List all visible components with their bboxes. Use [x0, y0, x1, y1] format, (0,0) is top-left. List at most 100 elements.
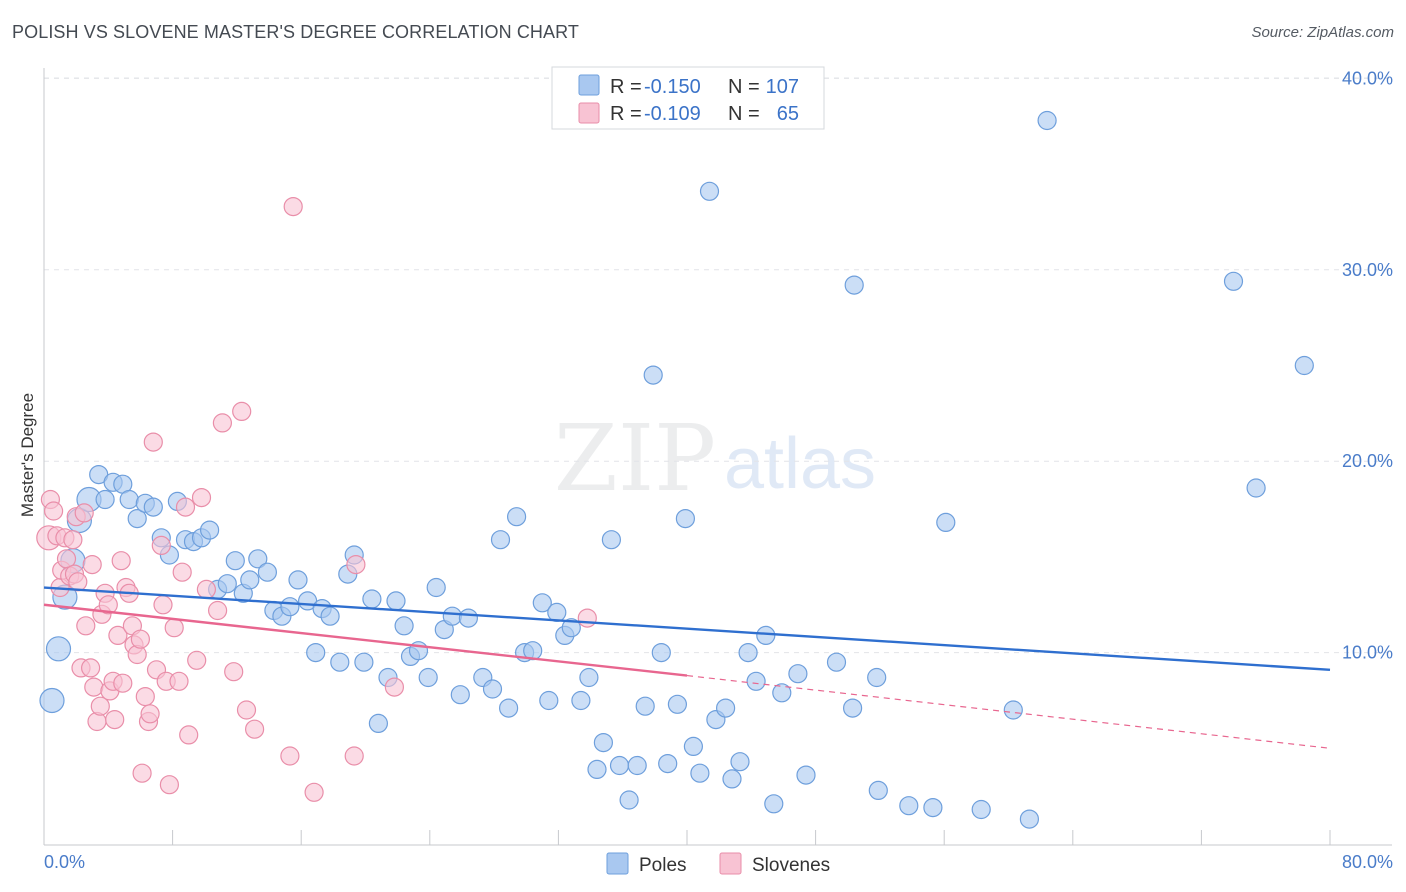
bottom-legend-slovenes: Slovenes — [752, 855, 830, 876]
slovenes-point-51 — [187, 650, 207, 670]
poles-point-106 — [1246, 478, 1266, 498]
poles-point-60 — [532, 593, 552, 613]
chart-source: Source: ZipAtlas.com — [1251, 24, 1394, 41]
slovenes-point-42 — [151, 535, 171, 556]
poles-point-56 — [499, 698, 519, 718]
gridlines — [44, 77, 1392, 654]
bottom-legend-swatch-poles — [606, 852, 629, 875]
poles-point-73 — [635, 696, 655, 716]
poles-point-40 — [362, 589, 382, 609]
slovenes-point-59 — [245, 719, 265, 739]
poles-point-97 — [868, 780, 888, 801]
poles-point-91 — [788, 664, 808, 684]
poles-point-100 — [936, 512, 956, 533]
tick-labels: 10.0% 20.0% 30.0% 40.0% 0.0% 80.0% — [44, 68, 1393, 872]
slovenes-point-50 — [179, 725, 199, 745]
slovenes-point-16 — [80, 658, 101, 678]
poles-point-39 — [354, 652, 374, 672]
poles-point-103 — [1019, 809, 1040, 829]
poles-point-85 — [730, 752, 750, 772]
slovenes-point-40 — [143, 432, 163, 452]
poles-point-104 — [1037, 110, 1057, 131]
slovenes-point-43 — [153, 595, 173, 615]
poles-point-0 — [39, 687, 65, 714]
slovenes-trend-extension — [686, 674, 1331, 749]
slovenes-point-63 — [344, 746, 364, 766]
poles-point-92 — [796, 765, 816, 785]
poles-point-22 — [217, 574, 237, 594]
poles-point-65 — [571, 690, 591, 711]
slovenes-point-35 — [130, 629, 150, 649]
poles-point-57 — [506, 507, 527, 527]
poles-point-7 — [95, 489, 115, 510]
poles-point-98 — [899, 796, 919, 816]
poles-point-90 — [772, 683, 792, 703]
poles-point-74 — [643, 365, 663, 385]
poles-point-69 — [601, 530, 622, 550]
poles-point-84 — [722, 769, 742, 789]
chart-title: POLISH VS SLOVENE MASTER'S DEGREE CORREL… — [12, 22, 579, 42]
poles-point-68 — [593, 732, 614, 753]
slovenes-point-60 — [280, 746, 300, 766]
slovenes-point-45 — [159, 775, 179, 795]
poles-point-86 — [738, 642, 758, 663]
slovenes-point-47 — [169, 671, 189, 691]
poles-point-107 — [1294, 355, 1314, 376]
poles-point-99 — [923, 797, 943, 818]
legend-n-value-poles: 107 — [766, 76, 799, 98]
poles-point-95 — [844, 275, 864, 295]
slovenes-point-46 — [164, 618, 184, 638]
poles-point-50 — [442, 606, 462, 626]
poles-point-94 — [842, 698, 863, 718]
bottom-legend-poles: Poles — [639, 855, 687, 876]
bottom-legend: Poles Slovenes — [606, 852, 830, 876]
legend-r-label-slovenes: R = — [610, 103, 642, 125]
poles-point-11 — [127, 508, 147, 529]
slovenes-point-17 — [82, 554, 102, 575]
poles-point-36 — [330, 652, 350, 672]
slovenes-point-49 — [175, 497, 196, 517]
poles-point-93 — [826, 652, 847, 672]
slovenes-point-39 — [140, 704, 160, 724]
poles-point-79 — [683, 736, 704, 757]
slovenes-point-14 — [74, 503, 94, 523]
series-slovenes — [36, 197, 597, 802]
poles-point-88 — [756, 625, 776, 646]
legend-n-label-poles: N = — [728, 76, 760, 98]
slovenes-point-56 — [224, 662, 244, 682]
poles-point-101 — [971, 799, 991, 820]
watermark-atlas: atlas — [724, 424, 876, 504]
poles-point-23 — [225, 551, 245, 571]
slovenes-point-9 — [63, 530, 83, 550]
slovenes-point-29 — [113, 673, 133, 693]
slovenes-point-64 — [346, 554, 366, 575]
poles-point-72 — [627, 755, 647, 776]
legend-n-label-slovenes: N = — [728, 103, 760, 125]
x-tick-label-max: 80.0% — [1342, 852, 1393, 872]
poles-point-61 — [539, 690, 559, 711]
poles-trend-line — [43, 586, 1331, 672]
poles-point-47 — [418, 667, 438, 688]
poles-point-102 — [1003, 700, 1023, 720]
poles-point-48 — [426, 577, 446, 598]
slovenes-point-53 — [196, 579, 216, 600]
poles-point-96 — [867, 667, 887, 688]
legend: R = -0.150 N = 107 R = -0.109 N = 65 — [551, 66, 825, 130]
poles-point-10 — [119, 489, 139, 510]
poles-point-44 — [394, 616, 414, 636]
legend-swatch-poles — [578, 74, 600, 96]
poles-point-13 — [143, 497, 163, 517]
legend-n-value-slovenes: 65 — [777, 103, 799, 125]
poles-point-41 — [368, 713, 388, 734]
poles-point-20 — [200, 520, 220, 540]
slovenes-point-26 — [105, 709, 125, 730]
scatter-points — [36, 110, 1314, 829]
poles-point-52 — [458, 608, 478, 628]
legend-r-value-slovenes: -0.109 — [644, 103, 701, 125]
poles-point-105 — [1223, 271, 1244, 291]
legend-r-value-poles: -0.150 — [644, 76, 701, 98]
poles-point-66 — [579, 667, 599, 688]
y-tick-label-30: 30.0% — [1342, 260, 1393, 280]
poles-point-33 — [306, 642, 326, 663]
